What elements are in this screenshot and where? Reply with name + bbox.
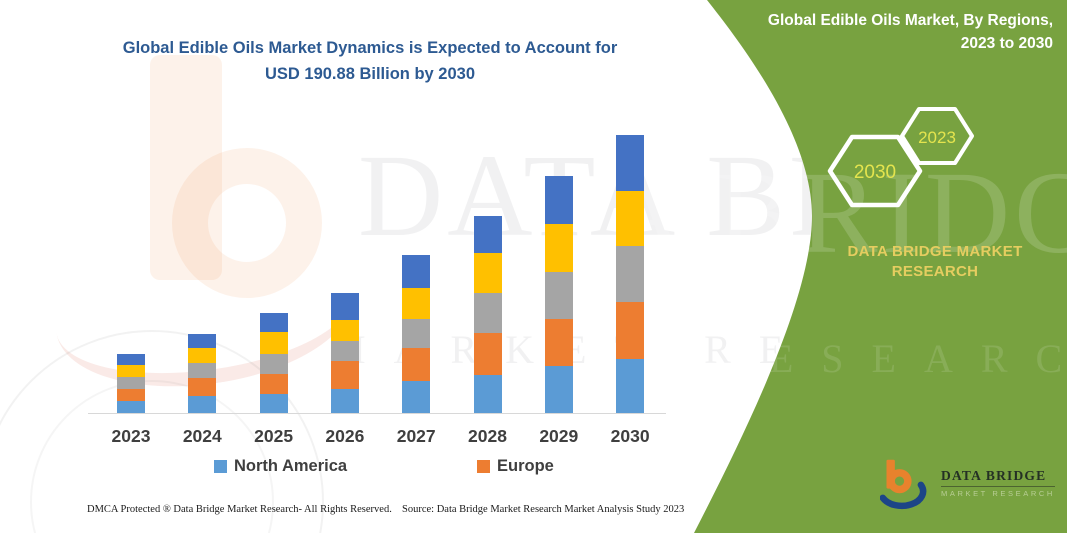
bar-segment: [259, 313, 288, 333]
bar-2024: [188, 333, 217, 413]
panel-brand-line2: RESEARCH: [891, 262, 979, 280]
bar-segment: [117, 401, 145, 413]
bar-segment: [330, 320, 359, 341]
plot-area: 2023 2024 2025 2026 2027 2028 2029 2030: [111, 135, 650, 446]
bar-segment: [544, 272, 573, 319]
data-bridge-logo-icon: [880, 459, 927, 510]
footer-dmca-text: DMCA Protected ® Data Bridge Market Rese…: [87, 504, 392, 515]
bar-2029: [544, 175, 573, 413]
hexagon-2023: [900, 107, 974, 165]
x-tick-2025: 2025: [254, 426, 294, 446]
panel-watermark-line2: MARKET RESEARCH: [640, 336, 1067, 381]
x-tick-2030: 2030: [610, 426, 650, 446]
panel-header-line1: Global Edible Oils Market, By Regions,: [767, 12, 1053, 29]
bar-segment: [402, 381, 431, 413]
x-tick-2027: 2027: [396, 426, 436, 446]
legend-swatch: [477, 460, 490, 473]
x-tick-2029: 2029: [539, 426, 579, 446]
panel-brand-text: DATA BRIDGE MARKET RESEARCH: [835, 242, 1035, 281]
hexagon-2030: [827, 134, 923, 208]
bar-segment: [402, 318, 431, 348]
logo-title: DATA BRIDGE: [941, 468, 1055, 487]
hexagon-2030-label: 2030: [854, 162, 896, 183]
bar-segment: [473, 375, 502, 413]
panel-watermark: DATA BRIDGE MARKET RESEARCH: [640, 147, 1067, 381]
bar-2023: [117, 353, 145, 413]
bar-segment: [473, 293, 502, 334]
bar-segment: [544, 223, 573, 272]
bar-segment: [544, 175, 573, 224]
bar-segment: [259, 354, 288, 375]
bar-segment: [188, 396, 217, 413]
legend-label: North America: [234, 457, 348, 475]
bar-segment: [544, 366, 573, 413]
bar-2025: [259, 313, 288, 413]
bar-segment: [330, 389, 359, 413]
footer-source-text: Source: Data Bridge Market Research Mark…: [402, 504, 685, 515]
bar-2027: [402, 254, 431, 413]
bar-segment: [473, 215, 502, 253]
bar-segment: [188, 362, 217, 378]
bar-segment: [616, 246, 645, 303]
bar-segment: [616, 190, 645, 247]
green-side-panel: DATA BRIDGE MARKET RESEARCH 2030 2023: [640, 0, 1067, 533]
bar-segment: [188, 333, 217, 348]
logo-subtitle: MARKET RESEARCH: [941, 489, 1055, 498]
bar-segment: [402, 287, 431, 319]
legend-item-europe: Europe: [477, 457, 554, 476]
bar-segment: [259, 332, 288, 355]
legend-item-north-america: North America: [214, 457, 347, 476]
bar-segment: [402, 347, 431, 381]
logo-text: DATA BRIDGE MARKET RESEARCH: [941, 468, 1055, 498]
legend-label: Europe: [497, 457, 554, 475]
panel-header-line2: 2023 to 2030: [960, 35, 1053, 53]
bar-segment: [330, 341, 359, 361]
chart-legend: North America Europe: [0, 457, 707, 479]
panel-header: Global Edible Oils Market, By Regions, 2…: [723, 9, 1053, 56]
bar-2028: [473, 215, 502, 413]
chart-title-line2: USD 190.88 Billion by 2030: [264, 64, 475, 83]
bar-segment: [117, 353, 145, 366]
data-bridge-logo: DATA BRIDGE MARKET RESEARCH: [880, 456, 1055, 510]
x-tick-2026: 2026: [325, 426, 365, 446]
chart-title: Global Edible Oils Market Dynamics is Ex…: [45, 36, 695, 87]
panel-brand-line1: DATA BRIDGE MARKET: [847, 243, 1023, 260]
bar-segment: [402, 254, 431, 288]
bar-segment: [188, 347, 217, 363]
green-panel-background: [694, 0, 1067, 533]
x-axis-line: [88, 413, 666, 414]
bar-segment: [117, 365, 145, 378]
bar-segment: [330, 293, 359, 320]
bar-segment: [473, 252, 502, 294]
bar-segment: [188, 377, 217, 396]
hexagon-2023-label: 2023: [918, 128, 956, 147]
legend-swatch: [214, 460, 227, 473]
bar-segment: [616, 359, 645, 413]
bar-segment: [616, 302, 645, 359]
bar-segment: [117, 389, 145, 402]
bar-segment: [616, 135, 645, 191]
x-tick-2024: 2024: [182, 426, 222, 446]
panel-watermark-line1: DATA BRIDGE: [640, 147, 1067, 278]
chart-title-line1: Global Edible Oils Market Dynamics is Ex…: [122, 39, 618, 57]
bar-segment: [473, 333, 502, 375]
bar-segment: [259, 374, 288, 395]
bar-2030: [616, 135, 645, 413]
bar-2026: [330, 293, 359, 413]
bar-segment: [259, 394, 288, 413]
bar-segment: [544, 319, 573, 366]
x-tick-2023: 2023: [111, 426, 151, 446]
bar-segment: [330, 361, 359, 389]
x-tick-2028: 2028: [468, 426, 507, 446]
bar-segment: [117, 377, 145, 390]
